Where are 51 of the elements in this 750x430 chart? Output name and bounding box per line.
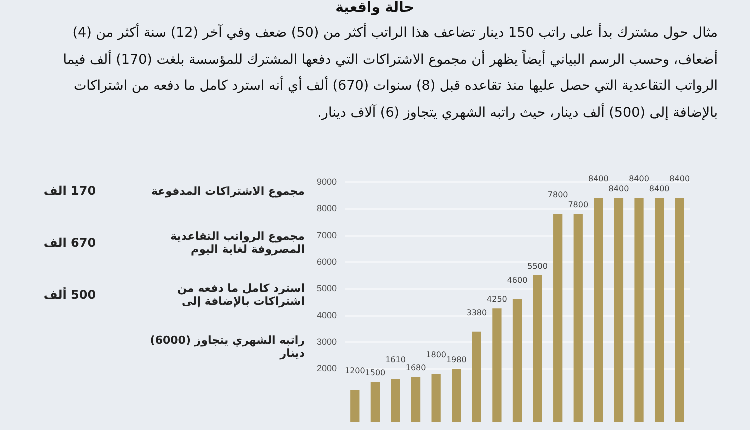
- y-tick-label: 7000: [316, 230, 337, 240]
- data-label: 1980: [446, 356, 467, 365]
- y-tick-label: 4000: [316, 310, 337, 320]
- y-tick-label: 2000: [316, 364, 337, 374]
- bar: [533, 275, 542, 422]
- data-label: 8400: [608, 184, 630, 194]
- y-tick-label: 8000: [316, 204, 337, 214]
- text: مجموع الرواتب التقاعدية المصروفة لغاية اليوم: [170, 230, 305, 256]
- y-tick-label: 3000: [316, 337, 337, 347]
- y-tick-label: 9000: [316, 177, 337, 187]
- data-label: 8400: [588, 174, 609, 184]
- data-label: 5500: [528, 262, 548, 271]
- chart-title: حالة واقعية: [334, 0, 416, 16]
- bar: [654, 198, 664, 422]
- text: 500 ألف: [42, 288, 98, 302]
- bar: [472, 332, 482, 422]
- y-tick-label: 5000: [316, 284, 337, 294]
- data-label: 3380: [466, 308, 488, 318]
- bar: [432, 374, 441, 422]
- bar: [634, 198, 644, 422]
- data-label: 1800: [426, 350, 447, 360]
- data-label: 4250: [487, 295, 508, 304]
- data-label: 8400: [670, 174, 690, 184]
- data-label: 1200: [344, 366, 366, 376]
- data-label: 8400: [629, 174, 650, 184]
- bar: [675, 198, 684, 422]
- bar: [391, 379, 400, 422]
- data-label: 8400: [649, 184, 670, 194]
- bar: [411, 377, 421, 422]
- text: 170 الف: [42, 184, 98, 198]
- text: راتبه الشهري يتجاوز (6000) دينار: [149, 334, 305, 360]
- data-label: 1680: [406, 364, 426, 373]
- bar: [492, 308, 502, 422]
- text: مجموع الاشتراكات المدفوعة: [150, 184, 305, 198]
- text: 670 الف: [42, 236, 98, 250]
- bar: [594, 198, 604, 422]
- chart-subtitle: مثال حول مشترك بدأ على راتب 150 دينار تضاعف هذا الراتب أكثر من (50) ضعف وفي آخر (12) سنة أكثر من (4) أضعاف، وحسب الرسم البياني أيضاً يظهر أن مجموع الاشتراكات التي دفعها المشترك للمؤسسة بلغت (170) ألف فيما الرواتب التقاعدية التي حصل عليها منذ تقاعده قبل (8) سنوات (670) ألف أي أنه استرد كامل ما دفعه من اشتراكات بالإضافة إلى (500) ألف دينار، حيث راتبه الشهري يتجاوز (6) آلاف دينار.: [62, 22, 718, 122]
- bar: [370, 382, 380, 422]
- data-label: 7800: [568, 200, 589, 210]
- data-label: 1500: [365, 368, 386, 378]
- bar: [554, 214, 563, 422]
- text: استرد كامل ما دفعه من اشتراكات بالإضافة إلى: [176, 282, 305, 308]
- data-label: 1610: [386, 356, 406, 365]
- bar: [512, 299, 522, 422]
- bar: [350, 390, 360, 422]
- bar: [574, 214, 583, 422]
- y-tick-label: 6000: [316, 257, 337, 267]
- bar: [452, 369, 462, 422]
- data-label: 4600: [507, 276, 528, 285]
- bar: [614, 198, 624, 422]
- data-label: 7800: [548, 190, 568, 200]
